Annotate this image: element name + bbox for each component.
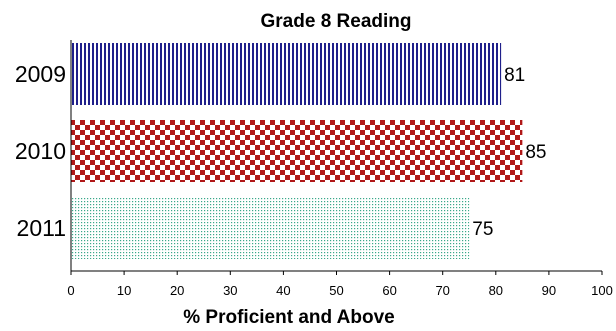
x-tick-label-60: 60 — [382, 283, 396, 298]
bar-2009 — [71, 43, 502, 105]
bars-group — [71, 43, 523, 259]
category-labels: 2009 2010 2011 — [15, 61, 66, 241]
x-axis-ticks: 0 10 20 30 40 50 60 70 80 90 100 — [67, 271, 613, 298]
x-tick-label-90: 90 — [542, 283, 556, 298]
x-tick-label-10: 10 — [117, 283, 131, 298]
x-tick-label-50: 50 — [329, 283, 343, 298]
x-tick-label-70: 70 — [435, 283, 449, 298]
bar-2011 — [71, 197, 470, 259]
x-tick-label-40: 40 — [276, 283, 290, 298]
value-label-2009: 81 — [504, 65, 525, 86]
x-tick-label-30: 30 — [223, 283, 237, 298]
value-labels: 81 85 75 — [472, 65, 546, 240]
value-label-2010: 85 — [525, 142, 546, 163]
chart-title: Grade 8 Reading — [261, 11, 412, 32]
bar-2010 — [71, 120, 523, 182]
value-label-2011: 75 — [472, 219, 493, 240]
x-tick-label-80: 80 — [489, 283, 503, 298]
category-label-2009: 2009 — [15, 61, 66, 87]
x-axis-title: % Proficient and Above — [183, 307, 395, 328]
category-label-2010: 2010 — [15, 138, 66, 164]
x-tick-label-0: 0 — [67, 283, 74, 298]
category-label-2011: 2011 — [17, 215, 66, 241]
x-tick-label-100: 100 — [591, 283, 613, 298]
x-tick-label-20: 20 — [170, 283, 184, 298]
